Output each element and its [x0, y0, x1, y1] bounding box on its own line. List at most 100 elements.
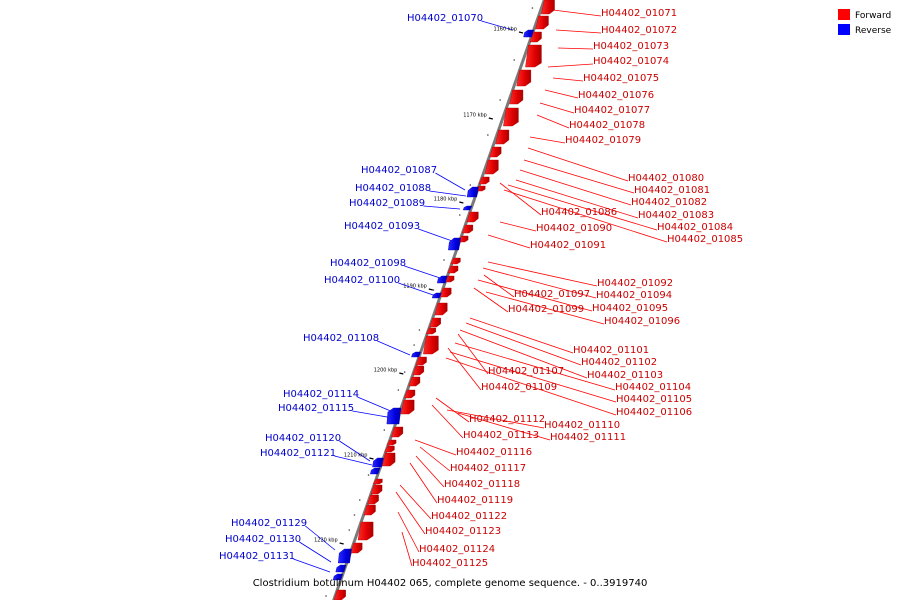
gene-label-h04402-01099[interactable]: H04402_01099 [508, 304, 584, 315]
gene-label-h04402-01114[interactable]: H04402_01114 [283, 389, 359, 400]
gene-label-h04402-01078[interactable]: H04402_01078 [569, 120, 645, 131]
scale-dot [353, 514, 356, 516]
gene-label-h04402-01115[interactable]: H04402_01115 [278, 403, 354, 414]
gene-label-h04402-01112[interactable]: H04402_01112 [469, 414, 545, 425]
label-leader-line [557, 47, 594, 50]
gene-label-h04402-01076[interactable]: H04402_01076 [578, 90, 654, 101]
gene-label-h04402-01072[interactable]: H04402_01072 [601, 25, 677, 36]
gene-label-h04402-01121[interactable]: H04402_01121 [260, 448, 336, 459]
gene-label-h04402-01085[interactable]: H04402_01085 [667, 234, 743, 245]
gene-label-h04402-01103[interactable]: H04402_01103 [587, 370, 663, 381]
gene-label-h04402-01089[interactable]: H04402_01089 [349, 198, 425, 209]
forward-gene [525, 44, 542, 68]
label-leader-line [305, 525, 336, 551]
gene-label-h04402-01125[interactable]: H04402_01125 [412, 558, 488, 569]
gene-label-h04402-01130[interactable]: H04402_01130 [225, 534, 301, 545]
gene-label-h04402-01102[interactable]: H04402_01102 [581, 357, 657, 368]
gene-label-h04402-01075[interactable]: H04402_01075 [583, 73, 659, 84]
gene-label-h04402-01109[interactable]: H04402_01109 [481, 382, 557, 393]
gene-label-h04402-01094[interactable]: H04402_01094 [596, 290, 672, 301]
label-leader-line [409, 462, 438, 504]
gene-label-h04402-01077[interactable]: H04402_01077 [574, 105, 650, 116]
map-caption: Clostridium botulinum H04402 065, comple… [252, 578, 648, 589]
reverse-gene [462, 205, 473, 211]
scale-dot [330, 579, 333, 581]
gene-label-h04402-01100[interactable]: H04402_01100 [324, 275, 400, 286]
gene-label-h04402-01098[interactable]: H04402_01098 [330, 258, 406, 269]
label-leader-line [445, 357, 617, 416]
scale-dot [383, 429, 386, 431]
scale-tick [369, 457, 374, 460]
gene-label-h04402-01084[interactable]: H04402_01084 [657, 222, 733, 233]
gene-label-h04402-01071[interactable]: H04402_01071 [601, 8, 677, 19]
gene-label-h04402-01122[interactable]: H04402_01122 [431, 511, 507, 522]
forward-legend-label: Forward [855, 11, 891, 21]
scale-tick-label: 1210 kbp [344, 453, 368, 459]
gene-label-h04402-01083[interactable]: H04402_01083 [638, 210, 714, 221]
gene-label-h04402-01113[interactable]: H04402_01113 [463, 430, 539, 441]
gene-label-h04402-01116[interactable]: H04402_01116 [456, 447, 532, 458]
gene-label-h04402-01131[interactable]: H04402_01131 [219, 551, 295, 562]
gene-label-h04402-01082[interactable]: H04402_01082 [631, 197, 707, 208]
scale-dot [397, 389, 400, 391]
gene-label-h04402-01119[interactable]: H04402_01119 [437, 495, 513, 506]
gene-label-h04402-01074[interactable]: H04402_01074 [593, 56, 669, 67]
gene-label-h04402-01097[interactable]: H04402_01097 [514, 289, 590, 300]
gene-label-h04402-01088[interactable]: H04402_01088 [355, 183, 431, 194]
gene-label-h04402-01092[interactable]: H04402_01092 [597, 278, 673, 289]
forward-gene [372, 478, 383, 485]
gene-label-h04402-01073[interactable]: H04402_01073 [593, 41, 669, 52]
label-leader-line [449, 351, 617, 403]
label-leader-line [487, 261, 598, 287]
gene-label-h04402-01108[interactable]: H04402_01108 [303, 333, 379, 344]
reverse-gene [436, 275, 448, 284]
gene-label-h04402-01093[interactable]: H04402_01093 [344, 221, 420, 232]
gene-label-h04402-01104[interactable]: H04402_01104 [615, 382, 691, 393]
gene-label-h04402-01086[interactable]: H04402_01086 [541, 207, 617, 218]
gene-label-h04402-01070[interactable]: H04402_01070 [407, 13, 483, 24]
forward-gene [370, 484, 383, 495]
gene-label-h04402-01111[interactable]: H04402_01111 [550, 432, 626, 443]
label-leader-line [435, 172, 466, 191]
scale-dot [348, 529, 351, 531]
gene-label-h04402-01120[interactable]: H04402_01120 [265, 433, 341, 444]
gene-label-h04402-01081[interactable]: H04402_01081 [634, 185, 710, 196]
forward-gene [461, 224, 474, 234]
gene-label-h04402-01106[interactable]: H04402_01106 [616, 407, 692, 418]
scale-tick [339, 542, 344, 545]
scale-tick [428, 288, 433, 291]
forward-gene [391, 426, 404, 438]
gene-label-h04402-01101[interactable]: H04402_01101 [573, 345, 649, 356]
gene-label-h04402-01091[interactable]: H04402_01091 [530, 240, 606, 251]
gene-label-h04402-01117[interactable]: H04402_01117 [450, 463, 526, 474]
gene-label-h04402-01107[interactable]: H04402_01107 [488, 366, 564, 377]
reverse-legend-label: Reverse [855, 26, 892, 36]
gene-label-h04402-01105[interactable]: H04402_01105 [616, 394, 692, 405]
label-connector-lines [293, 9, 668, 573]
gene-label-h04402-01079[interactable]: H04402_01079 [565, 135, 641, 146]
forward-gene [425, 327, 437, 335]
label-leader-line [401, 531, 413, 567]
reverse-gene [431, 292, 442, 299]
gene-label-h04402-01123[interactable]: H04402_01123 [425, 526, 501, 537]
label-leader-line [529, 136, 566, 144]
label-leader-line [377, 340, 411, 356]
label-leader-line [398, 282, 440, 298]
scale-tick-label: 1220 kbp [314, 538, 338, 544]
gene-label-h04402-01095[interactable]: H04402_01095 [592, 303, 668, 314]
scale-dot [418, 329, 421, 331]
label-leader-line [499, 221, 537, 232]
gene-label-h04402-01118[interactable]: H04402_01118 [444, 479, 520, 490]
gene-label-h04402-01090[interactable]: H04402_01090 [536, 223, 612, 234]
label-leader-line [299, 541, 332, 563]
label-leader-line [419, 446, 451, 472]
label-leader-line [357, 396, 394, 413]
gene-label-h04402-01087[interactable]: H04402_01087 [361, 165, 437, 176]
gene-label-h04402-01124[interactable]: H04402_01124 [419, 544, 495, 555]
gene-label-h04402-01080[interactable]: H04402_01080 [628, 173, 704, 184]
gene-label-h04402-01110[interactable]: H04402_01110 [544, 420, 620, 431]
reverse-gene [523, 29, 534, 38]
gene-label-h04402-01129[interactable]: H04402_01129 [231, 518, 307, 529]
forward-gene [367, 494, 379, 505]
gene-label-h04402-01096[interactable]: H04402_01096 [604, 316, 680, 327]
